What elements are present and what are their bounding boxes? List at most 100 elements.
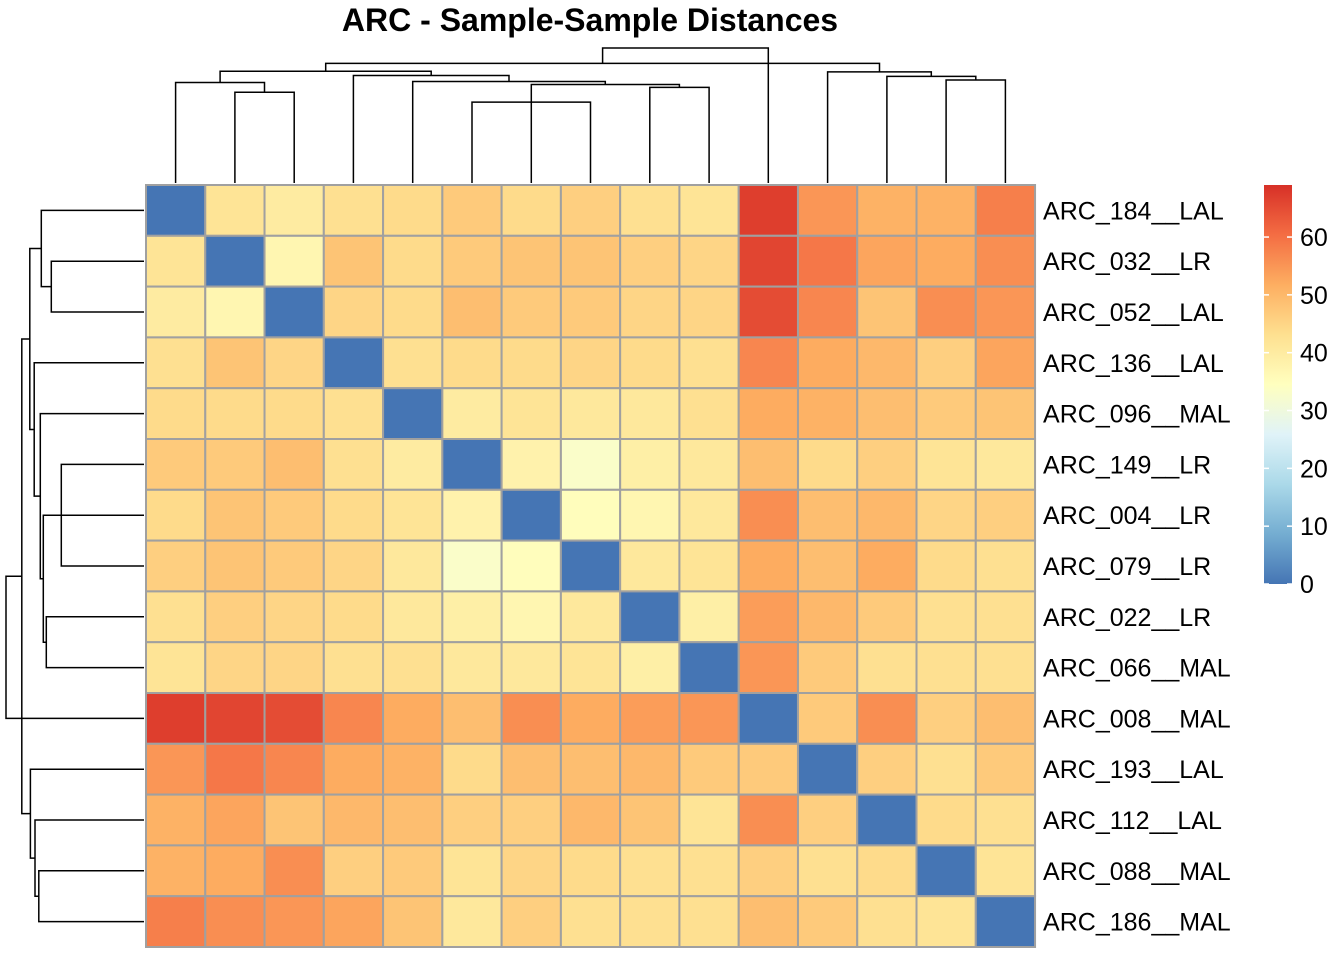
heatmap-cell — [382, 844, 444, 898]
heatmap-cell — [974, 387, 1037, 441]
heatmap-cell — [678, 387, 740, 441]
row-dendrogram-branch — [5, 575, 144, 720]
row-dendrogram-branch — [38, 870, 144, 923]
heatmap-cell — [500, 234, 562, 288]
heatmap-cell — [322, 285, 385, 339]
row-label: ARC_032__LR — [1043, 248, 1211, 276]
heatmap-cell — [145, 793, 207, 847]
heatmap-cell — [796, 336, 859, 390]
heatmap-cell — [263, 641, 325, 695]
heatmap-cell — [796, 844, 859, 898]
heatmap-cell — [500, 793, 562, 847]
heatmap-cell — [204, 285, 266, 339]
heatmap-cell — [145, 336, 207, 390]
heatmap-cell — [974, 590, 1037, 644]
heatmap-cell — [204, 539, 266, 593]
heatmap-cell — [322, 692, 385, 745]
heatmap-cell — [796, 184, 859, 237]
row-dendrogram-branch — [45, 616, 144, 669]
heatmap-cell — [500, 488, 562, 542]
heatmap-cell — [559, 590, 622, 644]
heatmap-cell — [559, 539, 622, 593]
heatmap-cell — [500, 184, 562, 237]
heatmap-cell — [382, 387, 444, 441]
heatmap-cell — [796, 793, 859, 847]
heatmap-cell — [856, 692, 918, 745]
column-dendrogram-branch — [219, 70, 432, 83]
heatmap-cell — [145, 590, 207, 644]
row-dendrogram-branch — [29, 247, 42, 431]
heatmap-cell — [441, 438, 503, 491]
heatmap-cell — [263, 844, 325, 898]
heatmap-cell — [322, 641, 385, 695]
column-dendrogram-branch — [234, 91, 295, 183]
heatmap-cell — [796, 387, 859, 441]
chart-title: ARC - Sample-Sample Distances — [341, 2, 839, 38]
colorbar-tick-label: 20 — [1300, 455, 1328, 483]
heatmap-cell — [796, 692, 859, 745]
heatmap-cell — [500, 387, 562, 441]
heatmap-cell — [145, 285, 207, 339]
heatmap-cell — [441, 692, 503, 745]
heatmap-cell — [500, 285, 562, 339]
heatmap-cell — [441, 895, 503, 949]
column-dendrogram-branch — [826, 71, 933, 183]
heatmap-cell — [974, 742, 1037, 796]
heatmap-cell — [737, 793, 799, 847]
heatmap-cell — [856, 539, 918, 593]
heatmap-cell — [856, 387, 918, 441]
heatmap-cell — [322, 438, 385, 491]
heatmap-cell — [856, 184, 918, 237]
heatmap-cell — [737, 641, 799, 695]
heatmap-cell — [441, 742, 503, 796]
row-label: ARC_008__MAL — [1043, 705, 1231, 733]
heatmap-cell — [974, 336, 1037, 390]
heatmap-cell — [737, 184, 799, 237]
heatmap-cell — [145, 844, 207, 898]
row-dendrogram-branch — [39, 412, 144, 580]
heatmap-cell — [382, 184, 444, 237]
heatmap-cell — [915, 539, 977, 593]
heatmap-cell — [619, 438, 681, 491]
heatmap-cell — [678, 234, 740, 288]
heatmap-cell — [441, 641, 503, 695]
colorbar-tick-label: 40 — [1300, 340, 1328, 368]
row-dendrogram-branch — [29, 768, 144, 859]
heatmap-cell — [322, 488, 385, 542]
heatmap-cell — [796, 895, 859, 949]
heatmap-cell — [796, 641, 859, 695]
heatmap-cell — [737, 234, 799, 288]
heatmap-cell — [737, 438, 799, 491]
heatmap-cell — [974, 438, 1037, 491]
heatmap-cell — [559, 844, 622, 898]
heatmap-cell — [204, 641, 266, 695]
heatmap-cell — [559, 641, 622, 695]
heatmap-cell — [382, 895, 444, 949]
row-label: ARC_193__LAL — [1043, 756, 1224, 784]
heatmap-cell — [974, 285, 1037, 339]
heatmap-cell — [737, 844, 799, 898]
heatmap-cell — [678, 488, 740, 542]
heatmap-cell — [856, 336, 918, 390]
heatmap-cell — [737, 895, 799, 949]
row-dendrogram — [5, 209, 144, 923]
colorbar-tick-label: 60 — [1300, 224, 1328, 252]
heatmap-cell — [974, 793, 1037, 847]
heatmap-cell — [915, 742, 977, 796]
row-label: ARC_079__LR — [1043, 553, 1211, 581]
heatmap-cell — [441, 387, 503, 441]
heatmap-cell — [382, 539, 444, 593]
heatmap-cell — [856, 641, 918, 695]
heatmap-cell — [559, 793, 622, 847]
column-dendrogram — [174, 47, 1007, 183]
heatmap-cell — [322, 184, 385, 237]
heatmap-cell — [263, 539, 325, 593]
heatmap-cell — [263, 184, 325, 237]
heatmap-cell — [500, 895, 562, 949]
heatmap-cell — [737, 387, 799, 441]
heatmap-cell — [263, 438, 325, 491]
row-dendrogram-branch — [34, 819, 144, 897]
heatmap-cell — [322, 539, 385, 593]
heatmap-cell — [678, 692, 740, 745]
heatmap-cell — [263, 793, 325, 847]
